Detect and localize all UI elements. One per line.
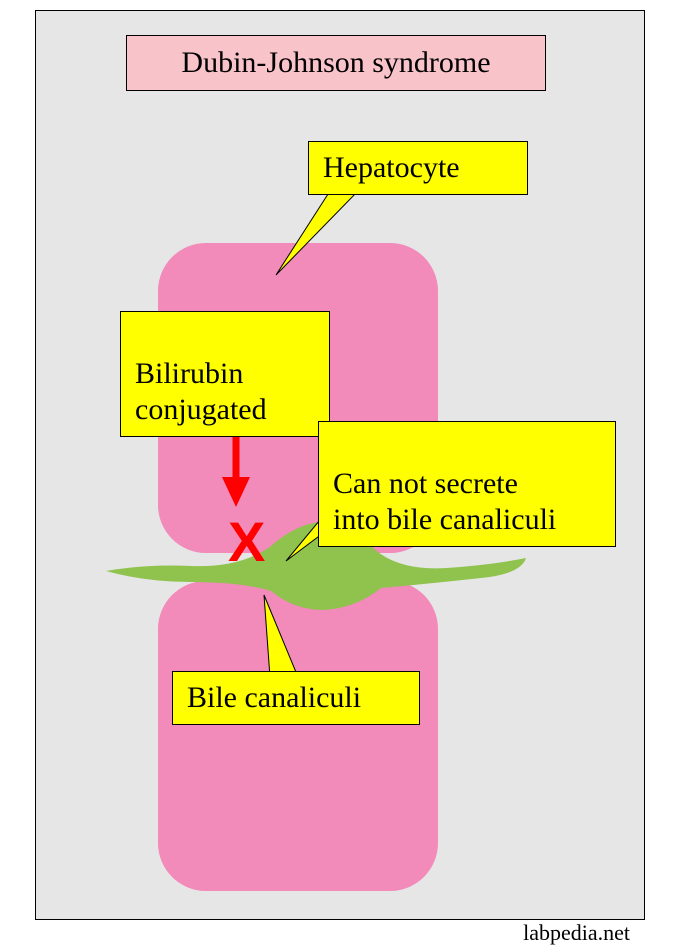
bilirubin-callout: Bilirubin conjugated xyxy=(120,311,330,437)
title-text: Dubin-Johnson syndrome xyxy=(181,46,490,80)
secrete-callout: Can not secrete into bile canaliculi xyxy=(318,421,616,547)
title-box: Dubin-Johnson syndrome xyxy=(126,35,546,91)
hepatocyte-label: Hepatocyte xyxy=(323,151,460,184)
watermark-label: labpedia.net xyxy=(523,920,630,945)
canaliculi-label: Bile canaliculi xyxy=(187,681,361,714)
canaliculi-callout: Bile canaliculi xyxy=(172,671,420,725)
x-mark-icon: X xyxy=(228,509,265,574)
bilirubin-label: Bilirubin conjugated xyxy=(135,357,267,426)
watermark-text: labpedia.net xyxy=(523,920,630,946)
hepatocyte-callout: Hepatocyte xyxy=(308,141,528,195)
diagram-frame: Dubin-Johnson syndrome X Hepatocyte Bili… xyxy=(35,10,645,920)
hepatocyte-bottom-shape xyxy=(158,581,438,891)
secrete-label: Can not secrete into bile canaliculi xyxy=(333,467,556,536)
